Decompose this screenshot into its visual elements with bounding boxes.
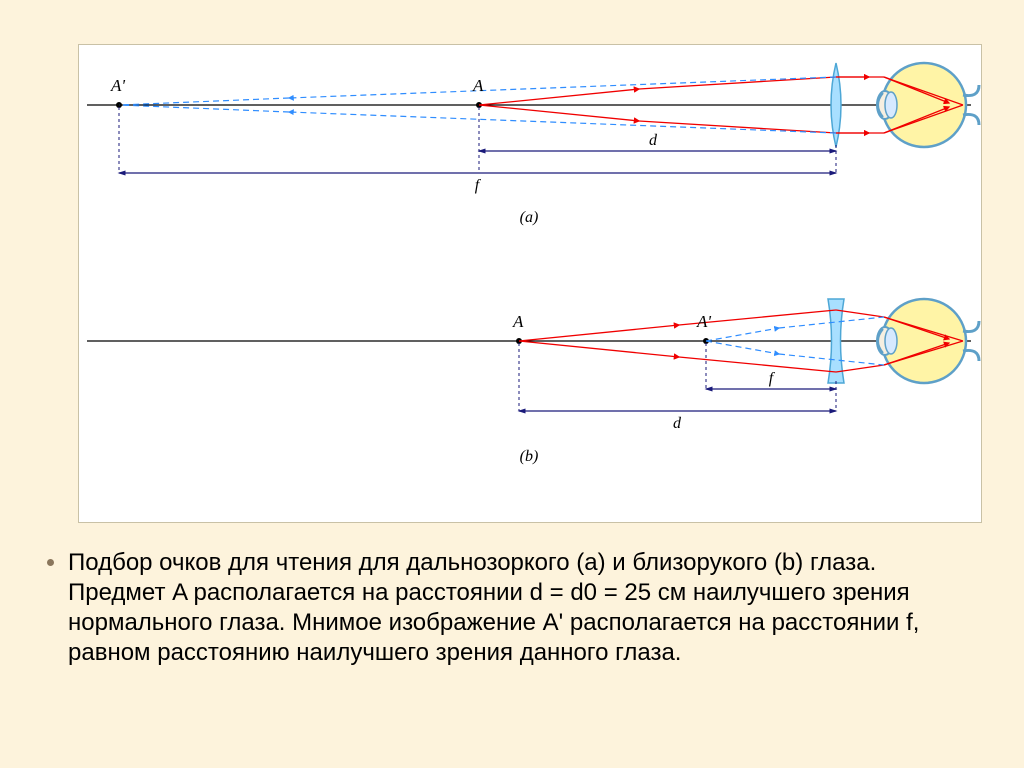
eye-b <box>877 299 979 383</box>
label-f-a: f <box>475 177 482 194</box>
diagram-panel: A A' d f (a) <box>78 44 982 523</box>
bullet-item: Подбор очков для чтения для дальнозорког… <box>68 548 966 668</box>
caption-a: (a) <box>520 209 539 226</box>
label-Aprime-a: A' <box>110 76 125 95</box>
label-A-b: A <box>512 312 524 331</box>
eye-a <box>877 63 979 147</box>
slide: A A' d f (a) <box>0 0 1024 768</box>
label-d-b: d <box>673 415 682 432</box>
caption-b: (b) <box>520 448 539 465</box>
label-Aprime-b: A' <box>696 312 711 331</box>
label-A-a: A <box>472 76 484 95</box>
convex-lens-a <box>831 63 841 147</box>
dim-ticks-b <box>519 343 836 411</box>
dim-ticks-a <box>119 107 836 173</box>
bullet-list: Подбор очков для чтения для дальнозорког… <box>36 548 966 668</box>
label-d-a: d <box>649 132 658 149</box>
label-f-b: f <box>769 370 776 387</box>
bullet-text: Подбор очков для чтения для дальнозорког… <box>68 549 919 666</box>
optics-diagram: A A' d f (a) <box>79 45 981 522</box>
